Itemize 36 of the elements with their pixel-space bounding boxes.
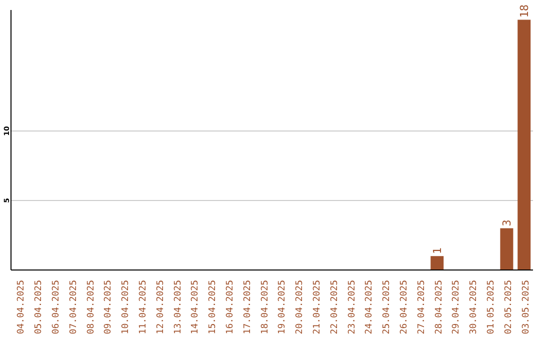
x-tick-label: 27.04.2025	[416, 280, 427, 334]
x-tick-label: 07.04.2025	[68, 280, 79, 334]
x-tick-label: 06.04.2025	[52, 280, 62, 334]
x-tick-label: 02.05.2025	[504, 280, 514, 334]
bar	[500, 228, 514, 270]
x-tick-label: 05.04.2025	[34, 280, 44, 334]
x-tick-label: 14.04.2025	[190, 280, 201, 334]
x-tick-label: 21.04.2025	[312, 280, 322, 334]
bar	[430, 256, 444, 270]
x-tick-label: 01.05.2025	[486, 280, 496, 334]
x-tick-label: 16.04.2025	[226, 280, 236, 334]
x-tick-label: 10.04.2025	[121, 280, 132, 334]
data-label: 18	[518, 4, 532, 18]
x-tick-label: 15.04.2025	[208, 280, 218, 334]
x-tick-label: 03.05.2025	[521, 280, 532, 334]
x-tick-label: 30.04.2025	[469, 280, 480, 334]
data-label: 3	[500, 220, 514, 226]
x-tick-label: 23.04.2025	[347, 280, 358, 334]
x-tick-label: 13.04.2025	[173, 280, 184, 334]
x-tick-label: 26.04.2025	[400, 280, 410, 334]
x-tick-label: 22.04.2025	[330, 280, 340, 334]
x-tick-label: 17.04.2025	[242, 280, 253, 334]
x-tick-label: 18.04.2025	[260, 280, 270, 334]
x-tick-label: 24.04.2025	[364, 280, 375, 334]
x-tick-label: 12.04.2025	[156, 280, 166, 334]
x-tick-label: 11.04.2025	[138, 280, 148, 334]
x-tick-label: 28.04.2025	[434, 280, 444, 334]
x-tick-label: 08.04.2025	[86, 280, 96, 334]
x-tick-label: 29.04.2025	[452, 280, 462, 334]
data-label: 1	[431, 247, 444, 254]
x-tick-label: 20.04.2025	[295, 280, 306, 334]
x-tick-label: 04.04.2025	[16, 280, 27, 334]
x-tick-label: 25.04.2025	[382, 280, 392, 334]
x-tick-label: 09.04.2025	[104, 280, 114, 334]
x-tick-label: 19.04.2025	[278, 280, 288, 334]
bar	[518, 20, 531, 270]
